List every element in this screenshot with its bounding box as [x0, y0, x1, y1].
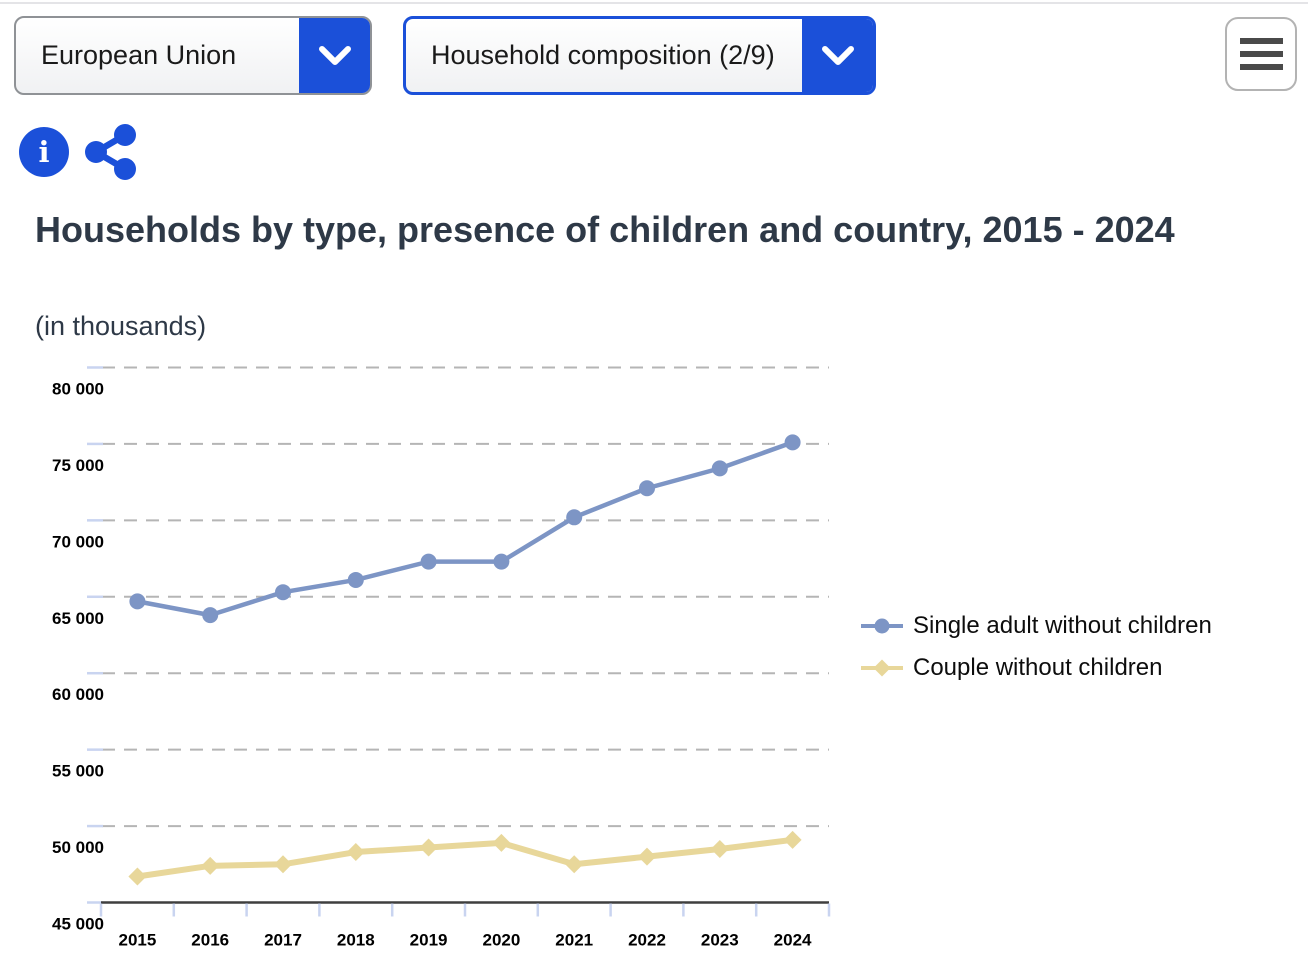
- y-axis-label: 70 000: [52, 532, 104, 551]
- legend-marker-circle-icon: [860, 616, 904, 636]
- series-line: [135, 440, 795, 618]
- legend-item-single-adult[interactable]: Single adult without children: [860, 605, 1212, 647]
- chevron-down-icon[interactable]: [802, 19, 873, 92]
- data-point[interactable]: [638, 847, 656, 866]
- data-point[interactable]: [275, 584, 291, 601]
- x-axis-label: 2021: [555, 931, 593, 950]
- country-dropdown-value: European Union: [41, 40, 237, 70]
- hamburger-icon: [1239, 51, 1283, 57]
- x-axis-label: 2016: [191, 931, 229, 950]
- share-icon: [85, 124, 136, 180]
- chart-subtitle: (in thousands): [35, 311, 207, 341]
- legend-marker-diamond-icon: [860, 658, 904, 678]
- data-point[interactable]: [419, 838, 438, 857]
- x-axis-label: 2018: [337, 931, 375, 950]
- line-chart-canvas[interactable]: 45 000 50 000 55 000 60 000 65 000 70 000 75 0…: [0, 355, 860, 966]
- page-top-divider: [0, 2, 1308, 4]
- x-axis-label: 2022: [628, 931, 666, 950]
- chevron-down-icon[interactable]: [299, 18, 370, 93]
- info-button[interactable]: i: [19, 127, 69, 177]
- y-axis-label: 55 000: [52, 762, 104, 781]
- data-point[interactable]: [711, 460, 728, 477]
- y-axis-label: 65 000: [52, 609, 104, 628]
- data-point[interactable]: [274, 855, 292, 874]
- country-dropdown[interactable]: European Union: [14, 16, 372, 95]
- info-icon: i: [38, 135, 50, 169]
- hamburger-menu-button[interactable]: [1225, 17, 1297, 91]
- data-point[interactable]: [565, 855, 584, 874]
- y-axis-label: 60 000: [52, 685, 104, 704]
- data-point[interactable]: [202, 607, 219, 624]
- x-axis-label: 2019: [410, 931, 448, 950]
- x-axis-label: 2015: [118, 931, 156, 950]
- data-point[interactable]: [420, 553, 437, 570]
- topic-dropdown-value: Household composition (2/9): [431, 40, 775, 70]
- data-point[interactable]: [783, 830, 802, 849]
- page-title: Households by type, presence of children…: [35, 209, 1175, 250]
- legend-label: Couple without children: [913, 654, 1163, 681]
- hamburger-icon: [1239, 38, 1283, 44]
- data-point[interactable]: [129, 593, 146, 610]
- topic-dropdown[interactable]: Household composition (2/9): [403, 16, 876, 95]
- y-axis-label: 50 000: [52, 838, 104, 857]
- x-axis-label: 2017: [264, 931, 302, 950]
- data-point[interactable]: [639, 480, 655, 497]
- hamburger-icon: [1239, 64, 1283, 70]
- legend-label: Single adult without children: [913, 612, 1212, 639]
- data-point[interactable]: [201, 856, 220, 875]
- x-axis-label: 2020: [482, 931, 520, 950]
- chart-legend: Single adult without children Couple wit…: [860, 605, 1212, 689]
- data-point[interactable]: [784, 434, 801, 451]
- y-axis-label: 45 000: [52, 915, 104, 934]
- series-line: [134, 836, 796, 880]
- y-axis-label: 80 000: [52, 379, 104, 398]
- data-point[interactable]: [346, 843, 365, 862]
- data-point[interactable]: [493, 553, 510, 570]
- share-button[interactable]: [84, 123, 142, 181]
- y-axis-label: 75 000: [52, 456, 104, 475]
- data-point[interactable]: [492, 833, 511, 852]
- data-point[interactable]: [347, 571, 364, 588]
- x-axis-label: 2024: [774, 931, 812, 950]
- legend-item-couple[interactable]: Couple without children: [860, 647, 1212, 689]
- data-point[interactable]: [128, 867, 147, 886]
- data-point[interactable]: [566, 509, 583, 526]
- x-axis-label: 2023: [701, 931, 739, 950]
- data-point[interactable]: [710, 839, 729, 858]
